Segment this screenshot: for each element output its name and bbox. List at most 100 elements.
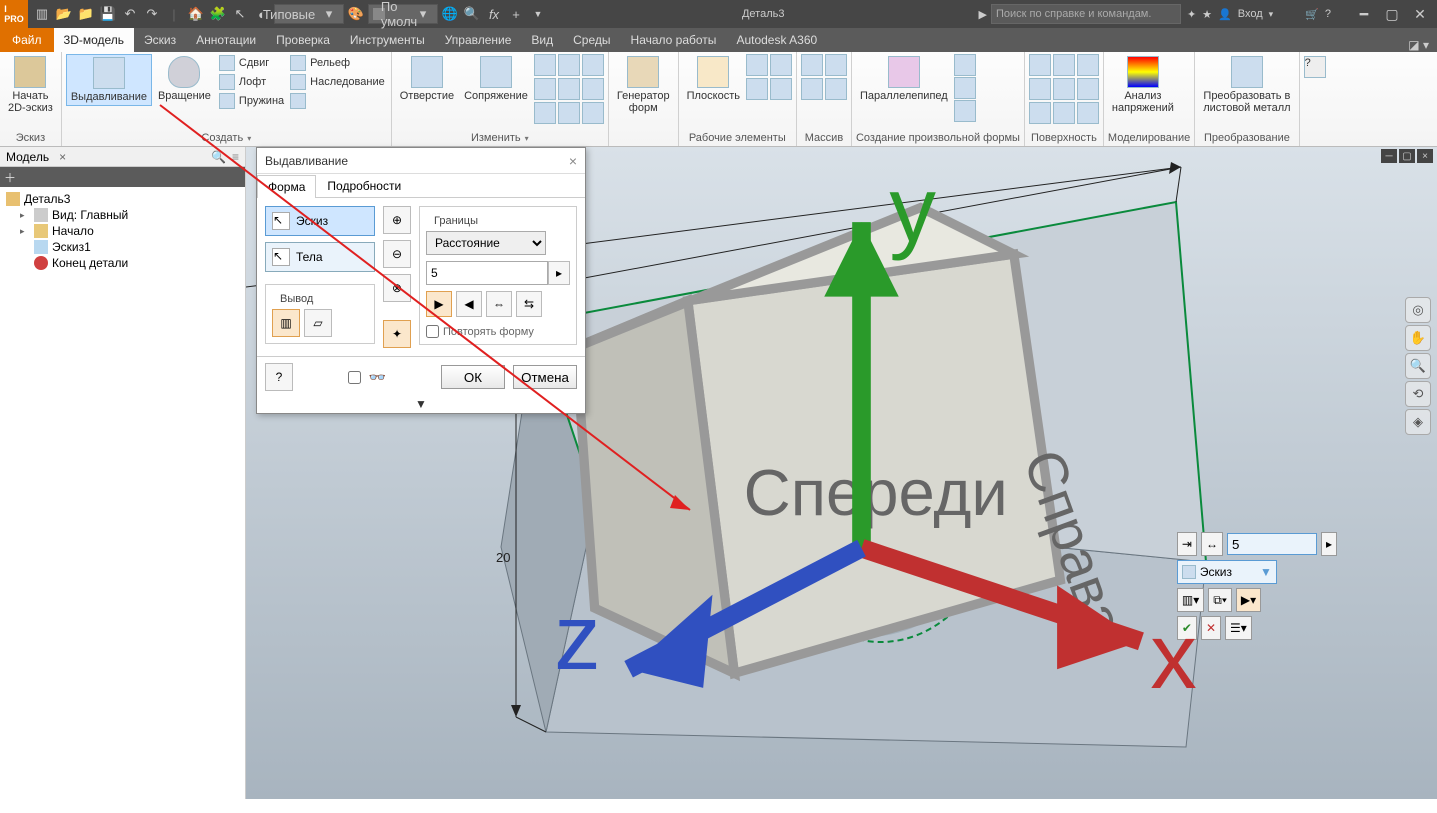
fillet-button[interactable]: Сопряжение <box>460 54 532 104</box>
help-search-input[interactable]: Поиск по справке и командам. <box>991 4 1181 24</box>
help-icon[interactable]: ? <box>1325 8 1331 20</box>
draft-icon[interactable] <box>582 54 604 76</box>
maximize-button[interactable]: ▢ <box>1381 6 1403 23</box>
dialog-close-icon[interactable]: × <box>569 153 577 169</box>
surf8-icon[interactable] <box>1053 102 1075 124</box>
qat-appearance-dropdown[interactable]: По умолч▾ <box>368 4 438 24</box>
ucs-icon[interactable] <box>746 78 768 100</box>
circular-pattern-icon[interactable] <box>825 54 847 76</box>
surf7-icon[interactable] <box>1029 102 1051 124</box>
rectangular-pattern-icon[interactable] <box>801 54 823 76</box>
qat-undo-icon[interactable]: ↶ <box>120 4 140 24</box>
qat-dropdown-icon[interactable]: ▼ <box>528 4 548 24</box>
cart-icon[interactable]: 🛒 <box>1305 8 1319 21</box>
tab-view[interactable]: Вид <box>521 28 563 52</box>
point-icon[interactable] <box>770 54 792 76</box>
thread-icon[interactable] <box>534 78 556 100</box>
tree-item-end[interactable]: Конец детали <box>2 255 243 271</box>
dialog-help-button[interactable]: ? <box>265 363 293 391</box>
modify-more-icon[interactable] <box>582 102 604 124</box>
dialog-tab-more[interactable]: Подробности <box>316 174 412 197</box>
qat-adjust-icon[interactable]: 🌐 <box>440 4 460 24</box>
tab-tools[interactable]: Инструменты <box>340 28 435 52</box>
login-label[interactable]: Вход <box>1238 8 1263 20</box>
dir-flip-button[interactable]: ◀ <box>456 291 482 317</box>
combine-icon[interactable] <box>582 78 604 100</box>
stress-analysis-button[interactable]: Анализ напряжений <box>1108 54 1178 116</box>
surf1-icon[interactable] <box>1029 54 1051 76</box>
surf4-icon[interactable] <box>1029 78 1051 100</box>
qat-select-icon[interactable]: ↖ <box>230 4 250 24</box>
minimize-button[interactable]: ━ <box>1353 6 1375 23</box>
plane-button[interactable]: Плоскость <box>683 54 744 104</box>
tree-item-view[interactable]: ▸ Вид: Главный <box>2 207 243 223</box>
dialog-cancel-button[interactable]: Отмена <box>513 365 577 389</box>
title-play-icon[interactable]: ▶ <box>974 8 990 21</box>
close-button[interactable]: ✕ <box>1409 6 1431 23</box>
surf5-icon[interactable] <box>1053 78 1075 100</box>
chamfer-icon[interactable] <box>534 54 556 76</box>
sketch-pattern-icon[interactable] <box>825 78 847 100</box>
bool-newsolid-button[interactable]: ✦ <box>383 320 411 348</box>
login-dropdown-icon[interactable]: ▾ <box>1269 9 1274 20</box>
qat-style-dropdown[interactable]: Типовые▾ <box>274 4 344 24</box>
tab-annotate[interactable]: Аннотации <box>186 28 266 52</box>
sweep-button[interactable]: Сдвиг <box>217 54 286 72</box>
qat-home-icon[interactable]: 🏠 <box>186 4 206 24</box>
revolve-button[interactable]: Вращение <box>154 54 215 104</box>
thicken-icon[interactable] <box>534 102 556 124</box>
dir-default-button[interactable]: ▶ <box>426 291 452 317</box>
tab-3d-model[interactable]: 3D-модель <box>54 28 135 52</box>
derive-button[interactable]: Наследование <box>288 73 387 91</box>
surf3-icon[interactable] <box>1077 54 1099 76</box>
tab-inspect[interactable]: Проверка <box>266 28 340 52</box>
emboss-button[interactable]: Рельеф <box>288 54 387 72</box>
bool-join-button[interactable]: ⊕ <box>383 206 411 234</box>
axis-icon[interactable] <box>746 54 768 76</box>
start-2d-sketch-button[interactable]: Начать 2D-эскиз <box>4 54 57 116</box>
star-icon[interactable]: ✦ <box>1187 8 1196 21</box>
dialog-tab-shape[interactable]: Форма <box>257 175 316 198</box>
freeform-cyl-icon[interactable] <box>954 77 976 99</box>
dialog-expand-icon[interactable]: ▼ <box>257 397 585 413</box>
shell-icon[interactable] <box>558 54 580 76</box>
freeform-sphere-icon[interactable] <box>954 54 976 76</box>
browser-close-icon[interactable]: × <box>59 150 66 164</box>
qat-assy-icon[interactable]: 🧩 <box>208 4 228 24</box>
tab-a360[interactable]: Autodesk A360 <box>726 28 827 52</box>
surf2-icon[interactable] <box>1053 54 1075 76</box>
work-more-icon[interactable] <box>770 78 792 100</box>
create-more-button[interactable] <box>288 92 387 110</box>
mirror-icon[interactable] <box>801 78 823 100</box>
select-solids-button[interactable]: ↖ Тела <box>265 242 375 272</box>
star2-icon[interactable]: ★ <box>1202 8 1212 21</box>
shape-generator-button[interactable]: Генератор форм <box>613 54 674 116</box>
output-solid-button[interactable]: ▥ <box>272 309 300 337</box>
extent-type-dropdown[interactable]: Расстояние <box>426 231 546 255</box>
convert-sheetmetal-button[interactable]: Преобразовать в листовой металл <box>1199 54 1294 116</box>
user-icon[interactable]: 👤 <box>1218 8 1232 21</box>
dir-asym-button[interactable]: ⇆ <box>516 291 542 317</box>
distance-arrow-button[interactable]: ▸ <box>548 261 570 285</box>
qat-open2-icon[interactable]: 📁 <box>76 4 96 24</box>
qat-measure-icon[interactable]: 🔍 <box>462 4 482 24</box>
qat-fx-label[interactable]: fx <box>484 4 504 24</box>
distance-input[interactable] <box>426 261 548 285</box>
ribbon-collapse-icon[interactable]: ◪ ▾ <box>1400 38 1437 52</box>
qat-color-icon[interactable]: 🎨 <box>346 4 366 24</box>
browser-search-icon[interactable]: 🔍 <box>211 150 226 164</box>
bool-cut-button[interactable]: ⊖ <box>383 240 411 268</box>
tab-getstarted[interactable]: Начало работы <box>621 28 727 52</box>
surf6-icon[interactable] <box>1077 78 1099 100</box>
dialog-preview-checkbox[interactable] <box>348 371 361 384</box>
qat-save-icon[interactable]: 💾 <box>98 4 118 24</box>
browser-add-tab-icon[interactable]: ＋ <box>0 167 20 187</box>
extrude-button[interactable]: Выдавливание <box>66 54 152 106</box>
tab-environments[interactable]: Среды <box>563 28 620 52</box>
tab-sketch[interactable]: Эскиз <box>134 28 186 52</box>
qat-new-icon[interactable]: ▥ <box>32 4 52 24</box>
delete-face-icon[interactable] <box>558 102 580 124</box>
coil-button[interactable]: Пружина <box>217 92 286 110</box>
freeform-box-button[interactable]: Параллелепипед <box>856 54 952 104</box>
freeform-torus-icon[interactable] <box>954 100 976 122</box>
